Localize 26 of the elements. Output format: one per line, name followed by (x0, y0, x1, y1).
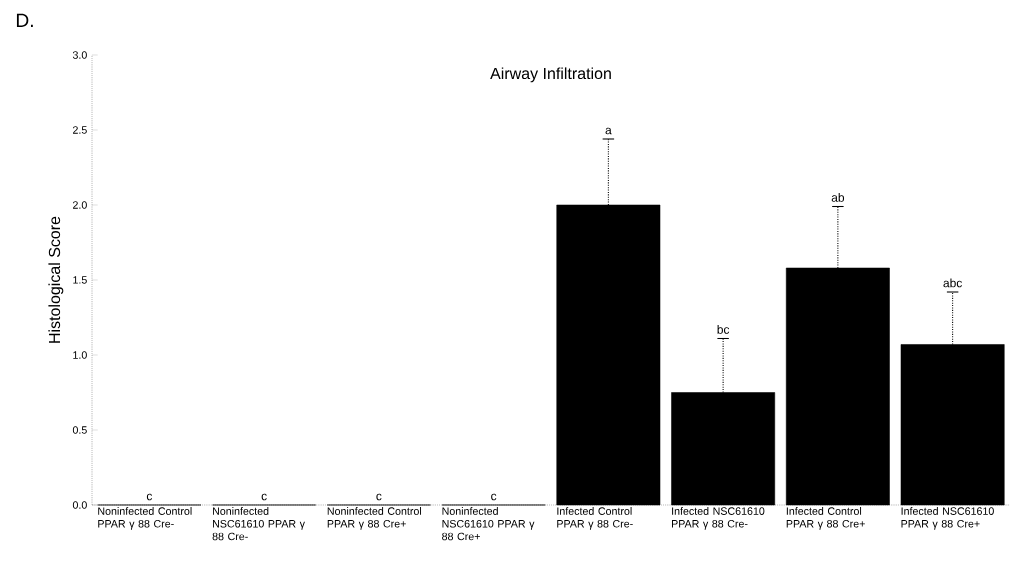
y-tick-label: 3.0 (72, 51, 87, 59)
y-tick-label: 2.5 (73, 126, 87, 134)
annotation: c (376, 493, 382, 501)
annotation: ab (831, 192, 845, 202)
x-tick-label: Infected NSC61610 PPAR γ 88 Cre- (672, 507, 765, 530)
x-tick-label: Noninfected NSC61610 PPAR γ 88 Cre+ (442, 507, 535, 541)
annotation: bc (717, 324, 730, 334)
x-tick-label: Infected NSC61610 PPAR γ 88 Cre+ (901, 507, 994, 530)
y-tick-label: 0.0 (72, 501, 87, 509)
y-tick-label: 2.0 (73, 201, 87, 209)
text: D. (16, 13, 33, 27)
annotation: abc (943, 278, 962, 288)
y-tick-label: 1.5 (73, 276, 87, 284)
y-tick-label: 0.5 (72, 426, 87, 434)
y-tick-label: 1.0 (73, 351, 87, 359)
x-tick-label: Noninfected NSC61610 PPAR γ 88 Cre- (212, 507, 305, 541)
text: Airway Infiltration (490, 67, 611, 83)
y-axis-title: Histological Score (48, 216, 64, 343)
x-tick-label: Infected Control PPAR γ 88 Cre+ (786, 507, 865, 530)
x-tick-label: Noninfected Control PPAR γ 88 Cre+ (327, 507, 422, 530)
x-tick-label: Noninfected Control PPAR γ 88 Cre- (98, 507, 192, 530)
annotation: c (146, 493, 153, 501)
annotation: c (261, 493, 267, 501)
annotation: a (605, 127, 612, 135)
x-tick-label: Infected Control PPAR γ 88 Cre- (557, 507, 633, 530)
annotation: c (491, 493, 497, 501)
